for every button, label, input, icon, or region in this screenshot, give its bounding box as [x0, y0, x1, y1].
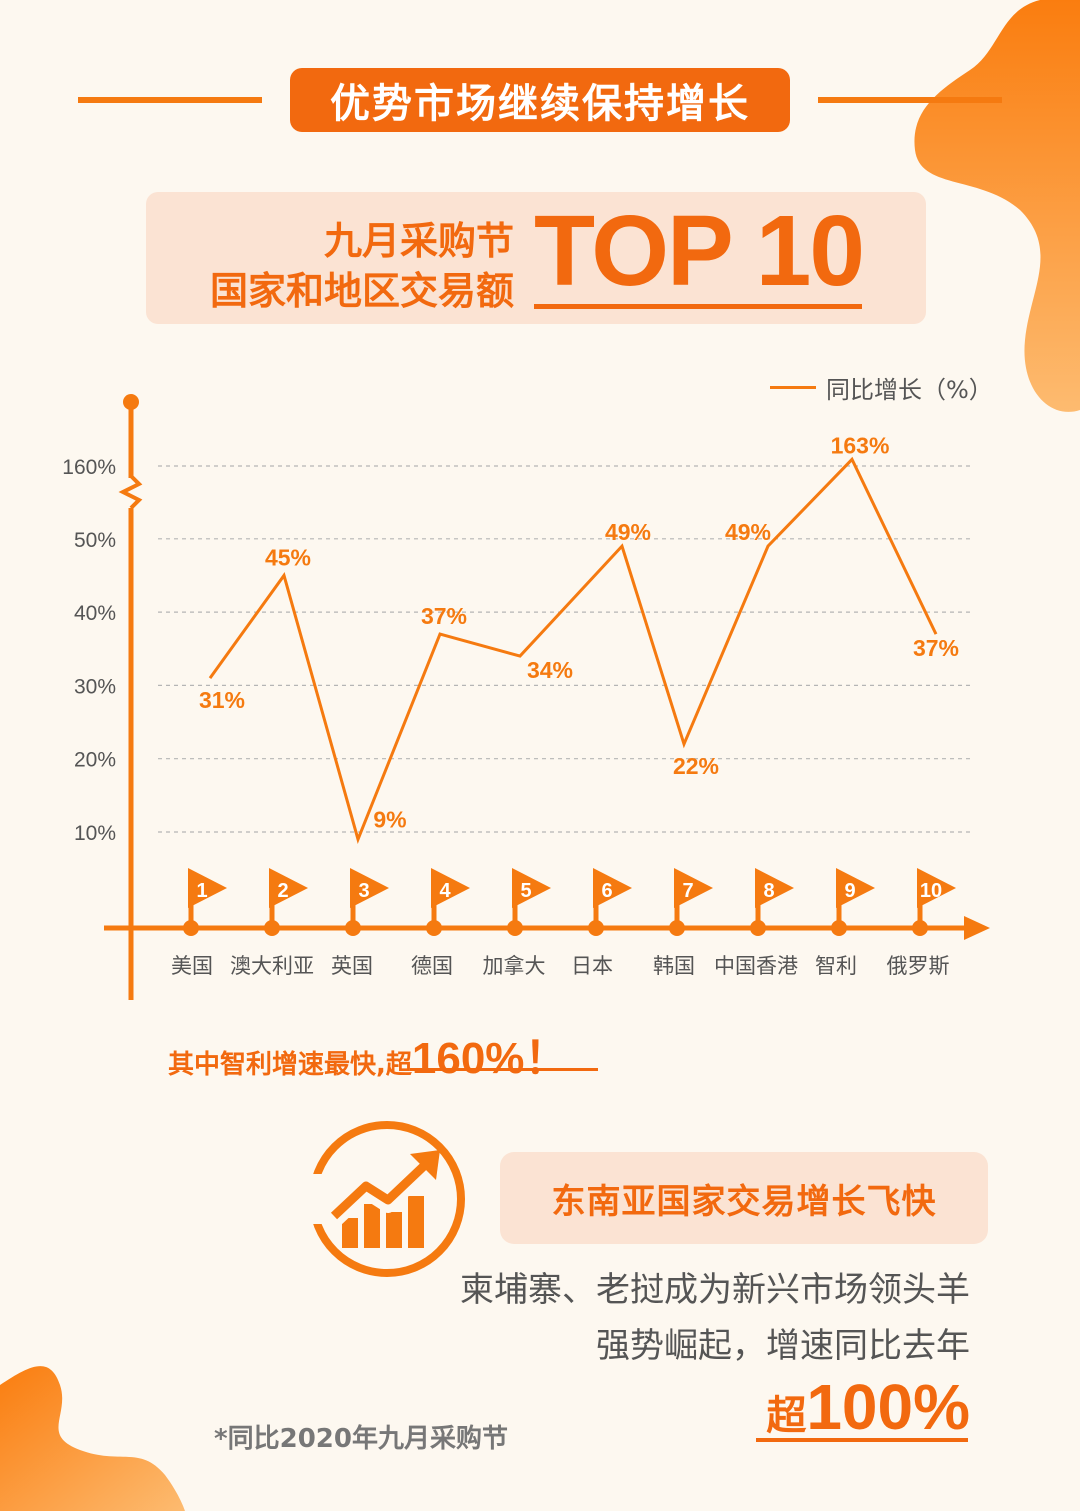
data-label: 49%: [605, 519, 651, 545]
chile-callout: 其中智利增速最快,超160%！: [168, 1022, 568, 1086]
y-tick-label: 20%: [74, 749, 116, 772]
sea-description-line-1: 柬埔寨、老挝成为新兴市场领头羊: [460, 1270, 970, 1310]
header-rule-right: [818, 97, 1002, 103]
sea-title-panel: 东南亚国家交易增长飞快: [500, 1152, 988, 1244]
rank-flag: [269, 868, 308, 908]
y-tick-label: 160%: [62, 456, 116, 479]
x-category-label: 澳大利亚: [230, 954, 314, 978]
rank-flag-base: [426, 920, 442, 936]
sea-highlight-value: 100%: [806, 1371, 970, 1443]
rank-flag: [593, 868, 632, 908]
rank-flag-base: [183, 920, 199, 936]
footnote: *同比2020年九月采购节: [214, 1424, 508, 1454]
x-category-label: 俄罗斯: [887, 954, 950, 978]
title-line-2: 国家和地区交易额: [209, 269, 514, 313]
legend-label: 同比增长（%）: [826, 376, 993, 404]
data-label: 163%: [831, 432, 890, 458]
rank-flag-base: [669, 920, 685, 936]
rank-flag-base: [264, 920, 280, 936]
rank-flag: [188, 868, 227, 908]
rank-number: 7: [682, 880, 693, 902]
data-label: 34%: [527, 657, 573, 683]
sea-highlight-underline: [756, 1438, 968, 1442]
x-category-label: 加拿大: [483, 954, 546, 978]
x-category-label: 智利: [815, 954, 857, 978]
rank-number: 10: [920, 880, 942, 902]
rank-number: 6: [601, 880, 612, 902]
chart-legend: 同比增长（%）: [770, 370, 993, 405]
x-category-label: 德国: [411, 954, 453, 978]
rank-number: 3: [358, 880, 369, 902]
sea-description-line-2: 强势崛起，增速同比去年: [596, 1326, 970, 1366]
header-rule-left: [78, 97, 262, 103]
data-label: 37%: [421, 603, 467, 629]
growth-chart-icon: [306, 1121, 465, 1277]
y-tick-label: 10%: [74, 822, 116, 845]
rank-flag: [512, 868, 551, 908]
x-category-label: 韩国: [653, 954, 695, 978]
title-line-1: 九月采购节: [323, 219, 514, 263]
x-category-label: 中国香港: [714, 954, 798, 978]
rank-flag-base: [588, 920, 604, 936]
callout-value: 160%！: [411, 1034, 569, 1083]
x-category-label: 日本: [571, 954, 613, 978]
y-tick-label: 30%: [74, 675, 116, 698]
data-label: 22%: [673, 753, 719, 779]
x-category-label: 英国: [331, 954, 373, 978]
title-panel: 九月采购节 国家和地区交易额 TOP 10: [146, 192, 926, 324]
rank-flag: [836, 868, 875, 908]
rank-number: 9: [844, 880, 855, 902]
rank-number: 4: [439, 880, 451, 902]
y-axis-cap-top: [123, 394, 139, 410]
series-line: [208, 456, 938, 844]
title-underline: [534, 304, 862, 309]
rank-number: 8: [763, 880, 774, 902]
rank-flag: [431, 868, 470, 908]
rank-flag: [674, 868, 713, 908]
data-label: 45%: [265, 544, 311, 570]
rank-number: 1: [196, 880, 207, 902]
rank-flag-base: [831, 920, 847, 936]
title-top10: TOP 10: [534, 195, 865, 307]
decorative-blob-top-right: [914, 0, 1080, 412]
callout-prefix: 其中智利增速最快,超: [168, 1050, 412, 1080]
header-badge: 优势市场继续保持增长: [290, 68, 790, 132]
y-tick-label: 50%: [74, 529, 116, 552]
rank-flag-base: [345, 920, 361, 936]
axis-break-mark: [118, 474, 143, 510]
sea-title: 东南亚国家交易增长飞快: [551, 1181, 937, 1222]
rank-flag: [755, 868, 794, 908]
rank-flag-base: [750, 920, 766, 936]
sea-highlight: 超100%: [766, 1370, 970, 1444]
decorative-blob-bottom-left: [0, 1366, 185, 1511]
y-tick-label: 40%: [74, 602, 116, 625]
rank-number: 2: [277, 880, 288, 902]
data-label: 37%: [913, 635, 959, 661]
callout-underline: [410, 1068, 598, 1071]
rank-flag-base: [507, 920, 523, 936]
rank-flag: [350, 868, 389, 908]
x-axis-arrow: [964, 916, 990, 940]
rank-flag-base: [912, 920, 928, 936]
legend-line-swatch: [770, 386, 816, 389]
data-label: 49%: [725, 519, 771, 545]
sea-highlight-prefix: 超: [766, 1393, 807, 1439]
x-category-label: 美国: [171, 954, 213, 978]
data-label: 31%: [199, 687, 245, 713]
line-chart: 160% 50% 40% 30% 20% 10% 1 美国 2 澳大利亚 3 英国 4 德国 5 加拿大 6 日本…: [62, 394, 990, 1000]
rank-flag: [917, 868, 956, 908]
data-label: 9%: [373, 806, 406, 832]
rank-number: 5: [520, 880, 531, 902]
